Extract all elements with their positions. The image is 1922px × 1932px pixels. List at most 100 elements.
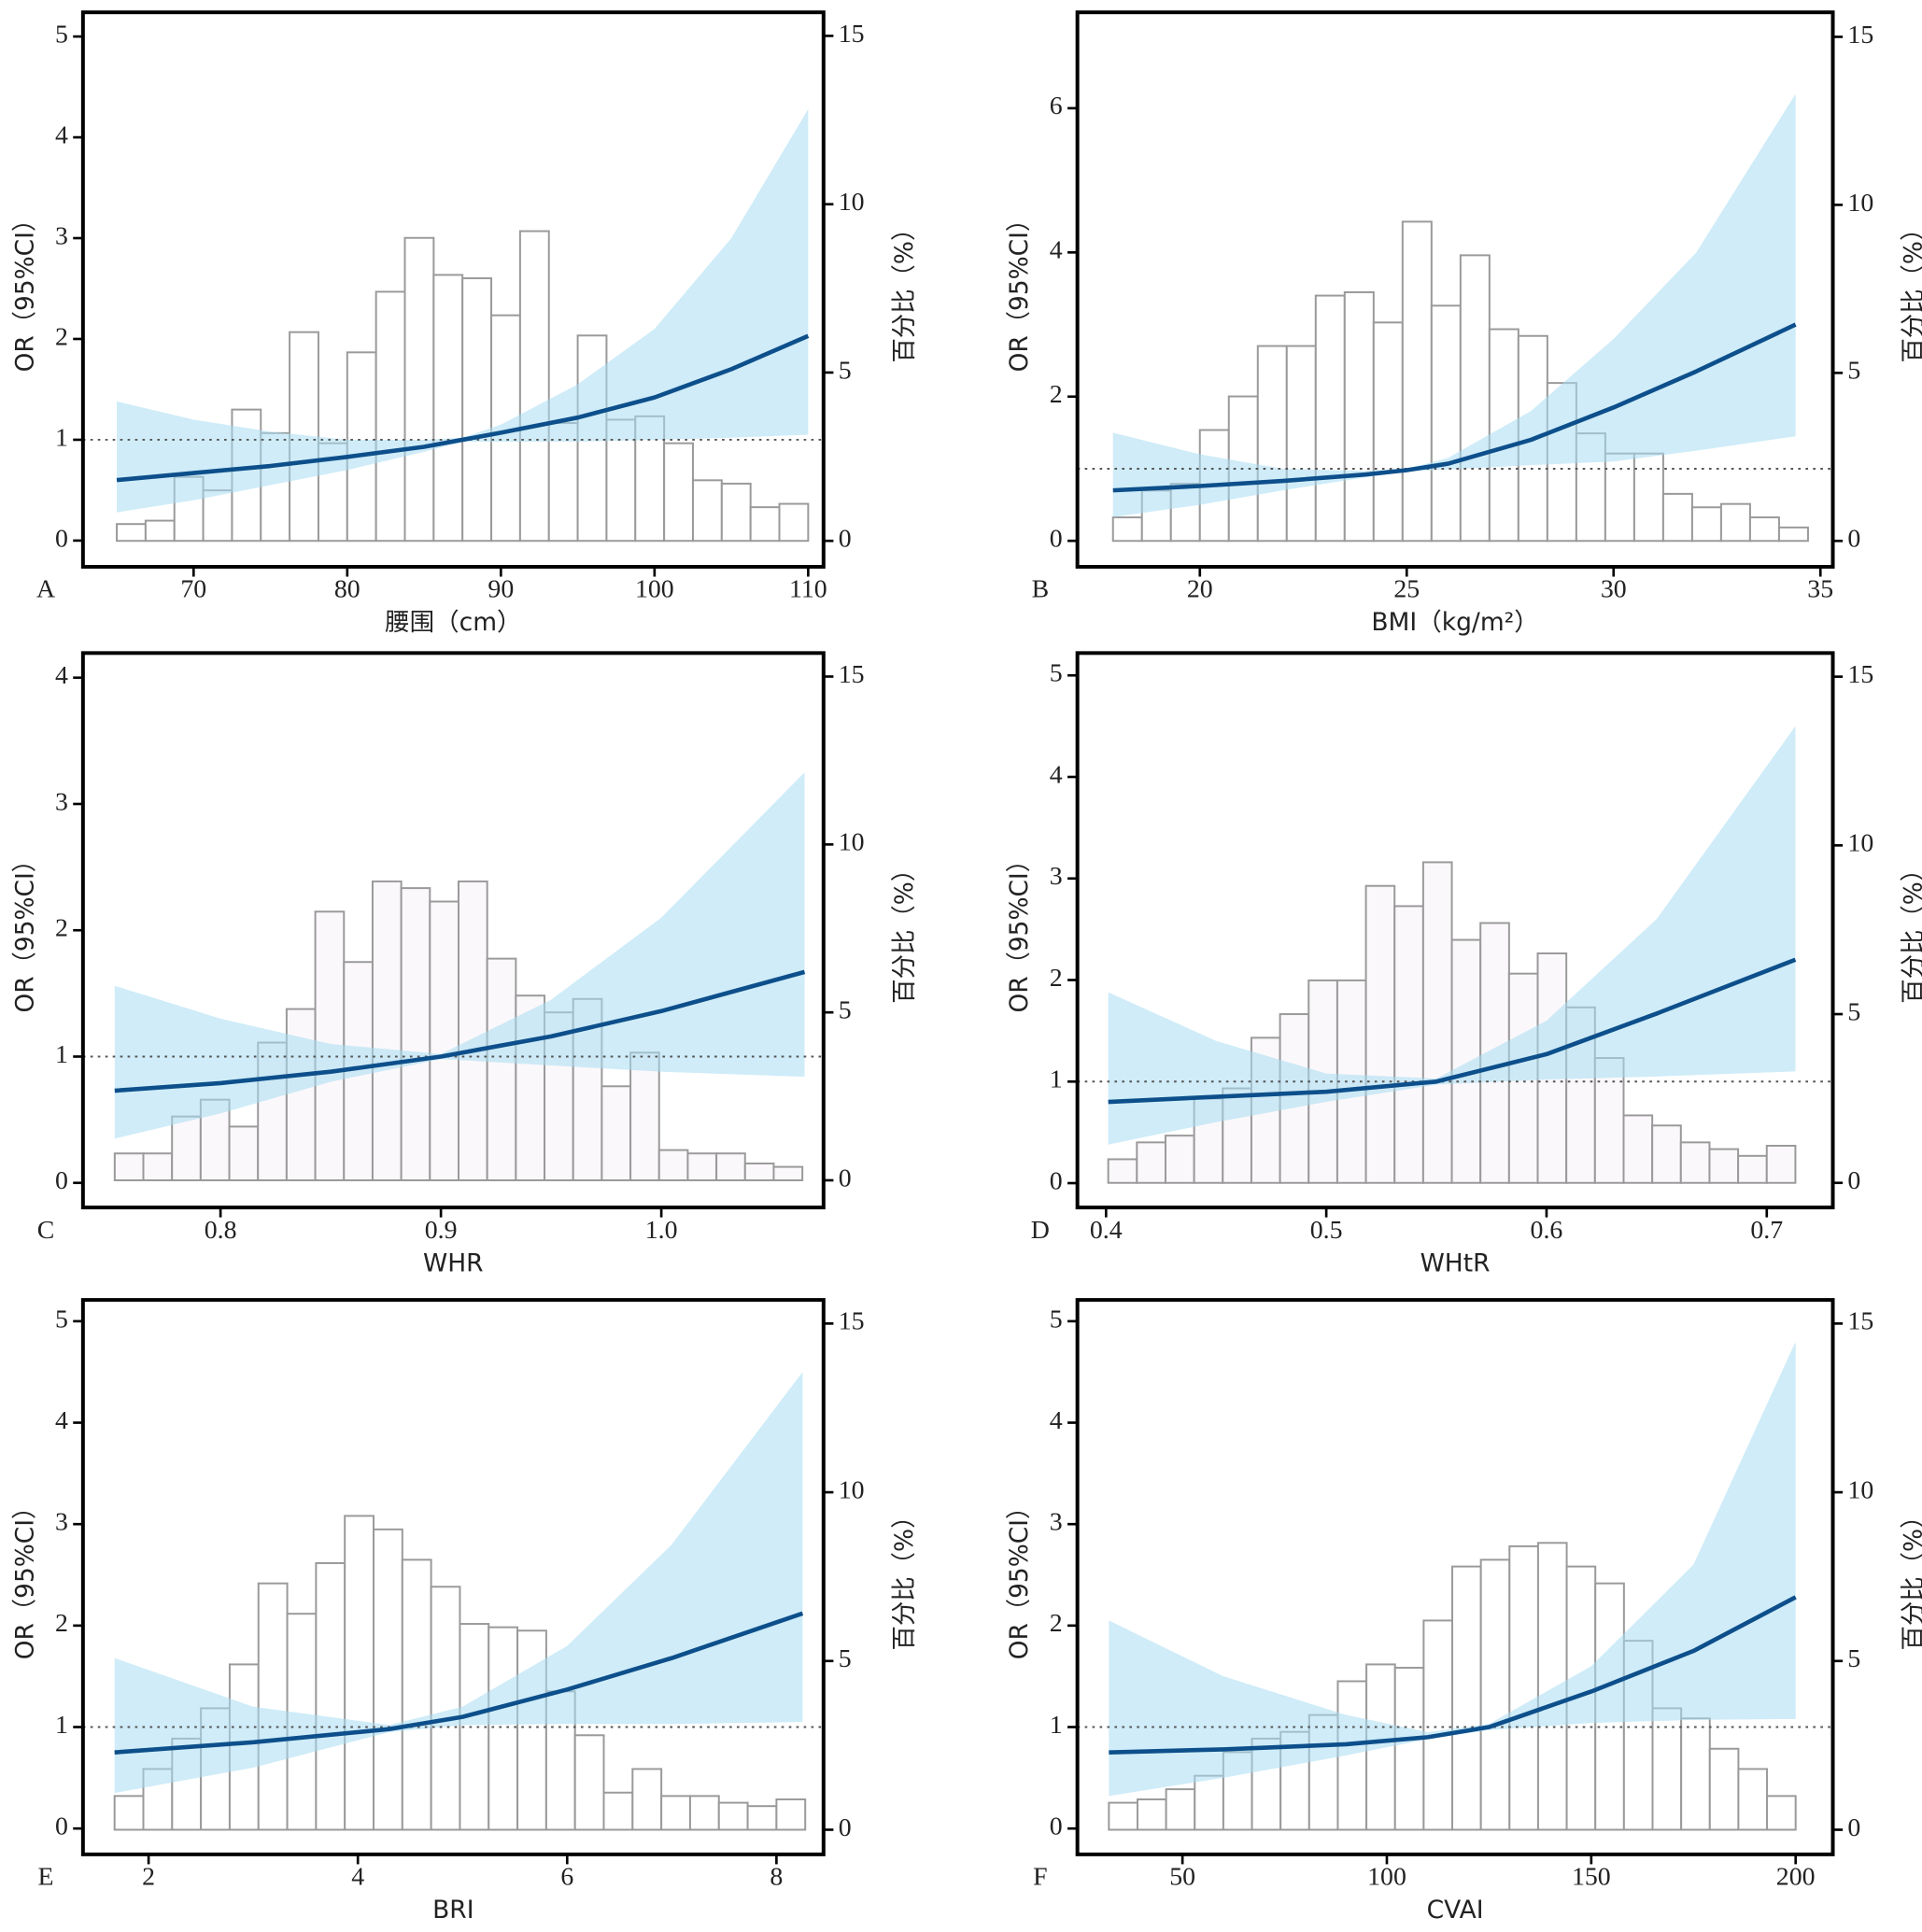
y2-axis-label: 百分比（%） — [890, 857, 919, 1004]
histogram-bar — [430, 1586, 461, 1831]
y-tick-label: 1 — [1050, 1711, 1063, 1740]
y-tick-label: 3 — [55, 221, 68, 250]
y-tick-label: 0 — [55, 524, 68, 553]
or-line — [1109, 1595, 1797, 1755]
x-tick-label: 4 — [351, 1863, 364, 1892]
histogram-bar — [1777, 526, 1809, 543]
y-tick-label: 1 — [55, 1040, 68, 1069]
x-tick-label: 0.5 — [1310, 1216, 1343, 1245]
plot-frame — [80, 1298, 826, 1856]
histogram-bar — [775, 1798, 807, 1831]
y-tick-label: 4 — [55, 120, 68, 149]
histogram-bar — [1108, 1801, 1138, 1831]
x-tick-label: 0.4 — [1090, 1216, 1123, 1245]
y2-tick-label: 10 — [1847, 189, 1873, 218]
confidence-band — [114, 1372, 803, 1794]
y2-tick-label: 0 — [839, 1163, 852, 1192]
histogram-bar — [1661, 492, 1693, 543]
histogram-bar — [601, 1085, 632, 1181]
histogram-bar — [373, 1528, 403, 1831]
y2-tick-label: 10 — [1847, 1476, 1873, 1505]
y2-tick-label: 5 — [1847, 1644, 1860, 1673]
x-axis-label: WHR — [423, 1248, 484, 1277]
histogram-bar — [1393, 905, 1424, 1184]
histogram-bar — [113, 1795, 145, 1831]
histogram-bar — [1737, 1154, 1768, 1184]
histogram-bar — [720, 482, 752, 543]
histogram-bar — [400, 887, 431, 1181]
histogram-bar — [1622, 1114, 1654, 1184]
y-tick-label: 3 — [55, 1508, 68, 1537]
histogram-bar — [1708, 1148, 1740, 1184]
y-tick-label: 4 — [1050, 236, 1063, 265]
histogram-bar — [116, 523, 147, 543]
y2-tick-label: 10 — [839, 828, 865, 857]
y-tick-label: 0 — [55, 1812, 68, 1841]
or-line — [1108, 957, 1797, 1105]
y2-tick-label: 5 — [839, 356, 852, 385]
x-axis-label: BRI — [432, 1896, 473, 1925]
y-tick-label: 5 — [1050, 1304, 1063, 1333]
y-tick-label: 0 — [1050, 1166, 1063, 1195]
histogram-bar — [1111, 516, 1143, 543]
histogram-bar — [1632, 452, 1664, 543]
y-axis-label: OR（95%CI） — [10, 1495, 39, 1660]
histogram-bar — [113, 1152, 145, 1181]
histogram-bar — [461, 277, 493, 543]
y-tick-label: 5 — [55, 21, 68, 49]
y-tick-label: 0 — [55, 1166, 68, 1195]
histogram-bar — [429, 900, 459, 1181]
x-tick-label: 30 — [1601, 575, 1627, 604]
y-axis-label: OR（95%CI） — [10, 207, 39, 373]
histogram-bar — [688, 1795, 720, 1831]
y2-tick-label: 5 — [1847, 997, 1860, 1026]
histogram-bar — [285, 1008, 317, 1181]
histogram-bar — [459, 1623, 490, 1831]
histogram-bar — [1165, 1788, 1196, 1831]
x-tick-label: 150 — [1572, 1863, 1611, 1892]
histogram-bar — [631, 1768, 663, 1831]
histogram-bar — [1536, 1542, 1568, 1831]
histogram-bar — [1748, 516, 1780, 543]
y2-tick-label: 5 — [839, 996, 852, 1025]
histogram-bar — [1690, 506, 1722, 543]
histogram-bar — [315, 1561, 346, 1831]
y-tick-label: 2 — [1050, 1609, 1063, 1638]
y2-tick-label: 0 — [1847, 525, 1860, 554]
histogram-bar — [432, 274, 464, 543]
x-axis-label: BMI（kg/m²） — [1371, 608, 1538, 637]
histogram-bar — [202, 489, 233, 543]
histogram-bar — [1164, 1135, 1195, 1184]
y2-tick-label: 10 — [1847, 829, 1873, 858]
y-tick-label: 2 — [1050, 964, 1063, 993]
histogram-bar — [457, 880, 488, 1181]
x-tick-label: 100 — [635, 575, 674, 604]
histogram-bar — [715, 1152, 746, 1181]
y2-axis-label: 百分比（%） — [1900, 217, 1922, 363]
x-tick-label: 35 — [1807, 575, 1833, 604]
histogram-bar — [1285, 345, 1317, 543]
histogram-bar — [142, 1152, 174, 1181]
y-tick-label: 1 — [55, 423, 68, 452]
histogram-bar — [486, 957, 517, 1181]
panel-label: E — [38, 1863, 54, 1892]
histogram-bar — [371, 880, 403, 1181]
y-tick-label: 5 — [55, 1304, 68, 1333]
y-axis-label: OR（95%CI） — [1005, 207, 1034, 373]
panel-label: F — [1033, 1863, 1047, 1892]
histogram-bar — [1256, 345, 1288, 543]
x-tick-label: 200 — [1776, 1863, 1816, 1892]
y-tick-label: 3 — [1050, 1508, 1063, 1537]
histogram-bar — [1422, 1619, 1454, 1831]
histogram-bar — [518, 230, 550, 543]
histogram-bar — [749, 506, 781, 543]
or-line — [114, 1611, 804, 1755]
x-tick-label: 1.0 — [645, 1216, 678, 1245]
histogram-bar — [1401, 220, 1433, 543]
histogram-bar — [1451, 1565, 1482, 1831]
y2-tick-label: 5 — [1847, 357, 1860, 386]
y2-tick-label: 15 — [839, 1307, 865, 1336]
panel-label: B — [1032, 575, 1050, 604]
y2-axis-label: 百分比（%） — [890, 1504, 919, 1651]
histogram-bar — [344, 1515, 375, 1831]
